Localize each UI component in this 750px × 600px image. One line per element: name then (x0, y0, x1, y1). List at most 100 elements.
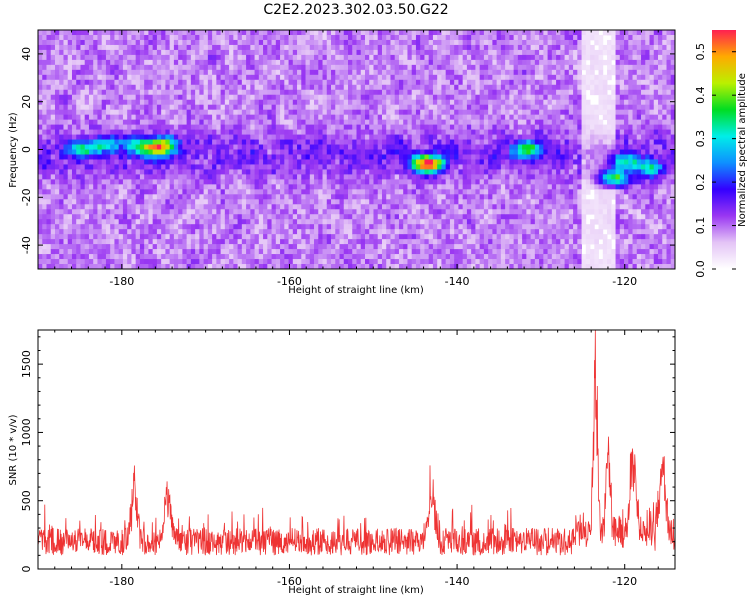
heatmap-cell (88, 119, 94, 126)
heatmap-cell (246, 84, 251, 91)
heatmap-cell (301, 144, 306, 150)
heatmap-cell (169, 229, 175, 235)
heatmap-cell (437, 99, 442, 106)
heatmap-cell (38, 104, 43, 111)
heatmap-cell (407, 124, 413, 130)
heatmap-cell (441, 264, 447, 269)
heatmap-cell (241, 249, 247, 255)
heatmap-cell (50, 59, 56, 66)
heatmap-cell (322, 204, 328, 210)
heatmap-cell (297, 244, 302, 250)
heatmap-cell (386, 94, 391, 101)
heatmap-cell (263, 34, 268, 41)
heatmap-cell (373, 119, 379, 126)
heatmap-cell (445, 124, 451, 130)
heatmap-cell (165, 154, 171, 160)
heatmap-cell (398, 159, 404, 165)
heatmap-cell (428, 244, 434, 250)
heatmap-cell (394, 84, 400, 91)
heatmap-cell (195, 194, 200, 200)
heatmap-cell (114, 234, 120, 240)
heatmap-cell (250, 174, 255, 180)
heatmap-cell (267, 164, 272, 170)
heatmap-cell (369, 264, 374, 269)
heatmap-cell (466, 174, 472, 180)
heatmap-cell (331, 219, 336, 225)
heatmap-cell (309, 264, 315, 269)
heatmap-cell (301, 159, 306, 165)
heatmap-cell (216, 99, 222, 106)
heatmap-cell (441, 89, 447, 96)
heatmap-cell (339, 89, 345, 96)
heatmap-cell (403, 59, 408, 66)
heatmap-cell (386, 264, 391, 269)
heatmap-cell (348, 199, 353, 205)
heatmap-cell (263, 69, 268, 76)
heatmap-cell (331, 59, 336, 66)
heatmap-cell (186, 64, 192, 71)
heatmap-cell (339, 74, 345, 81)
heatmap-cell (271, 234, 277, 240)
heatmap-cell (186, 239, 192, 245)
heatmap-cell (131, 64, 137, 71)
heatmap-cell (394, 99, 400, 106)
heatmap-cell (258, 189, 264, 195)
heatmap-cell (46, 259, 52, 265)
heatmap-cell (288, 59, 294, 66)
heatmap-cell (80, 119, 86, 126)
heatmap-cell (203, 229, 209, 235)
heatmap-cell (280, 224, 285, 230)
heatmap-cell (241, 89, 247, 96)
heatmap-cell (432, 179, 438, 185)
heatmap-cell (178, 114, 183, 121)
heatmap-cell (258, 114, 264, 121)
heatmap-cell (449, 54, 455, 61)
heatmap-cell (139, 169, 145, 175)
heatmap-cell (326, 174, 332, 180)
heatmap-cell (118, 64, 124, 71)
heatmap-cell (161, 264, 166, 269)
heatmap-cell (263, 39, 268, 46)
heatmap-cell (441, 109, 447, 116)
heatmap-cell (322, 49, 328, 56)
heatmap-cell (454, 89, 459, 96)
heatmap-cell (135, 244, 141, 250)
heatmap-cell (224, 30, 230, 36)
heatmap-cell (139, 30, 145, 36)
heatmap-cell (212, 49, 217, 56)
heatmap-cell (101, 224, 107, 230)
heatmap-cell (139, 69, 145, 76)
heatmap-cell (280, 189, 285, 195)
heatmap-cell (148, 264, 154, 269)
heatmap-cell (127, 84, 132, 91)
heatmap-cell (275, 184, 281, 190)
heatmap-cell (186, 199, 192, 205)
heatmap-cell (301, 84, 306, 91)
heatmap-cell (339, 59, 345, 66)
heatmap-cell (263, 59, 268, 66)
heatmap-cell (122, 74, 128, 81)
heatmap-cell (139, 204, 145, 210)
heatmap-cell (212, 139, 217, 145)
heatmap-cell (386, 104, 391, 111)
heatmap-cell (437, 39, 442, 46)
heatmap-cell (471, 234, 476, 240)
heatmap-cell (139, 159, 145, 165)
heatmap-cell (394, 79, 400, 86)
heatmap-cell (364, 169, 370, 175)
heatmap-cell (297, 74, 302, 81)
heatmap-cell (38, 209, 43, 215)
heatmap-cell (42, 109, 47, 116)
heatmap-cell (386, 54, 391, 61)
heatmap-cell (190, 184, 196, 190)
heatmap-cell (207, 164, 213, 170)
heatmap-cell (76, 229, 81, 235)
heatmap-cell (403, 209, 408, 215)
heatmap-cell (178, 79, 183, 86)
heatmap-cell (229, 199, 234, 205)
heatmap-cell (80, 234, 86, 240)
heatmap-cell (88, 184, 94, 190)
heatmap-cell (254, 159, 260, 165)
heatmap-cell (165, 44, 171, 51)
heatmap-cell (254, 44, 260, 51)
